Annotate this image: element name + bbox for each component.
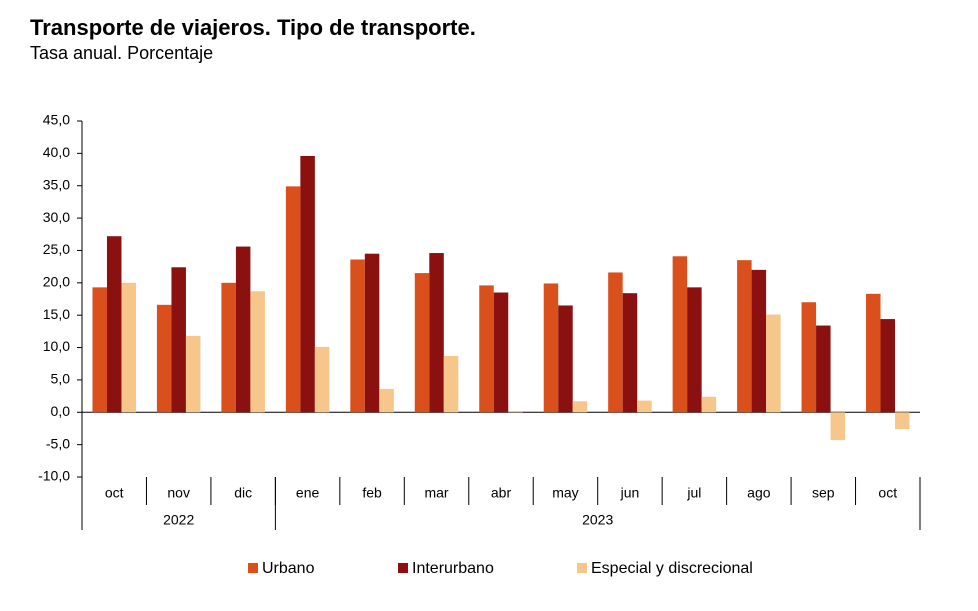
bar	[300, 155, 315, 413]
y-tick-label: -5,0	[46, 435, 70, 451]
bar	[221, 282, 236, 413]
bar	[364, 253, 380, 413]
bar	[479, 285, 494, 413]
chart-title: Transporte de viajeros. Tipo de transpor…	[30, 15, 476, 40]
x-tick-label: nov	[167, 485, 190, 501]
y-tick-label: 0,0	[51, 403, 71, 419]
legend-label: Interurbano	[412, 560, 494, 577]
bar	[830, 412, 846, 441]
x-tick-label: feb	[362, 485, 382, 501]
y-tick-label: 15,0	[43, 306, 70, 322]
bar	[637, 400, 652, 413]
bar	[185, 335, 201, 413]
bar	[350, 259, 365, 413]
y-tick-label: 30,0	[43, 209, 70, 225]
y-tick-label: 35,0	[43, 176, 70, 192]
x-tick-label: oct	[878, 485, 897, 501]
y-tick-label: -10,0	[38, 468, 70, 484]
bar	[866, 293, 881, 413]
bar	[701, 396, 717, 413]
bar	[572, 401, 588, 413]
x-tick-label: mar	[424, 485, 448, 501]
y-tick-label: 5,0	[51, 371, 71, 387]
y-tick-label: 10,0	[43, 338, 70, 354]
x-tick-label: abr	[491, 485, 512, 501]
bar	[751, 269, 767, 413]
legend-swatch	[577, 563, 587, 573]
bar	[121, 282, 136, 413]
group-label: 2023	[582, 512, 613, 528]
legend-swatch	[248, 563, 258, 573]
x-tick-label: ago	[747, 485, 771, 501]
x-tick-label: oct	[105, 485, 124, 501]
x-tick-label: sep	[812, 485, 835, 501]
bar	[156, 304, 172, 413]
bar	[880, 319, 896, 413]
bar	[429, 253, 444, 413]
bar	[816, 325, 831, 413]
bar	[895, 412, 910, 430]
bar	[92, 287, 107, 413]
chart-subtitle: Tasa anual. Porcentaje	[30, 43, 213, 63]
bar	[235, 246, 251, 413]
group-label: 2022	[163, 512, 194, 528]
legend-label: Urbano	[262, 560, 315, 577]
bar	[558, 305, 573, 413]
y-tick-label: 45,0	[43, 112, 70, 128]
legend-label: Especial y discrecional	[591, 560, 753, 577]
legend-swatch	[398, 563, 408, 573]
x-tick-label: may	[552, 485, 578, 501]
bar	[106, 236, 122, 413]
bar	[379, 388, 394, 413]
bar	[443, 355, 459, 413]
bar	[672, 256, 688, 413]
bar	[622, 293, 638, 413]
bar	[608, 272, 623, 413]
x-tick-label: dic	[234, 485, 252, 501]
bar	[414, 273, 430, 413]
bar	[508, 410, 523, 413]
bar	[543, 283, 559, 413]
bar	[766, 314, 781, 413]
bar	[314, 346, 330, 413]
x-tick-label: ene	[296, 485, 320, 501]
y-tick-label: 20,0	[43, 274, 70, 290]
bar	[801, 302, 817, 413]
y-tick-label: 25,0	[43, 241, 70, 257]
bar	[493, 292, 509, 413]
x-tick-label: jul	[686, 485, 701, 501]
bar	[250, 291, 265, 413]
bar	[171, 267, 186, 413]
y-tick-label: 40,0	[43, 144, 70, 160]
bar	[687, 287, 702, 413]
x-tick-label: jun	[620, 485, 640, 501]
bar	[737, 260, 752, 413]
bar	[285, 186, 301, 413]
